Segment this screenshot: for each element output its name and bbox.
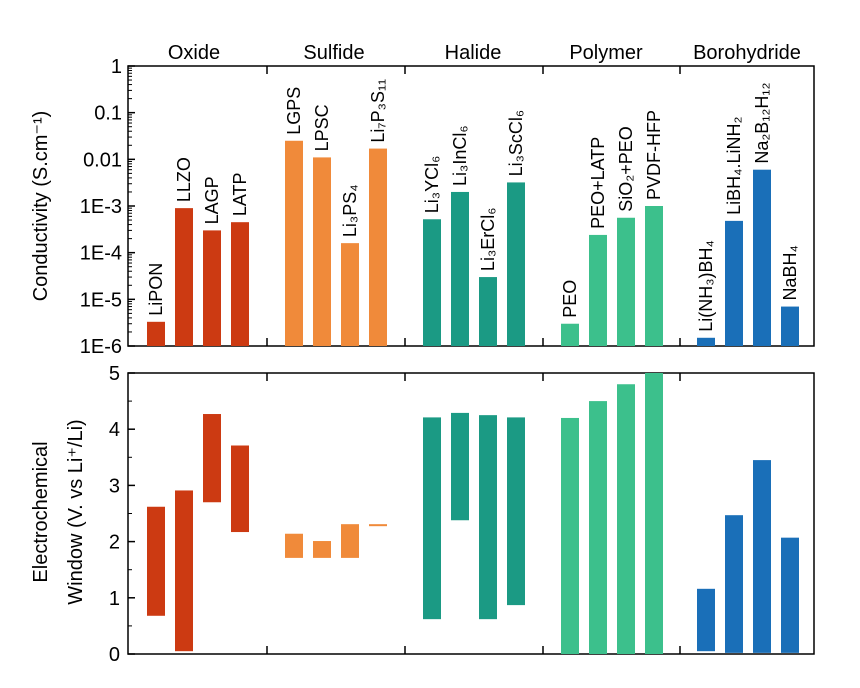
conductivity-bar [147, 321, 165, 346]
conductivity-bar-label: SiO₂+PEO [616, 126, 636, 212]
svg-text:Electrochemical: Electrochemical [30, 441, 52, 582]
group-label-sulfide: Sulfide [303, 42, 364, 64]
conductivity-bar-label: LATP [230, 172, 250, 216]
window-bar [313, 541, 331, 558]
top-y-tick-label: 0.01 [83, 149, 122, 171]
group-label-halide: Halide [445, 42, 502, 64]
conductivity-bar-label: Li₃ScCl₆ [506, 110, 526, 177]
conductivity-bar [645, 206, 663, 346]
window-bar [175, 490, 193, 652]
window-bar [589, 401, 607, 654]
conductivity-bar [507, 182, 525, 346]
group-label-polymer: Polymer [569, 42, 643, 64]
top-y-tick-label: 0.1 [94, 103, 122, 125]
conductivity-bar-label: Li(NH₃)BH₄ [696, 240, 716, 332]
conductivity-bar-label: Li₃ErCl₆ [478, 207, 498, 271]
conductivity-bar [589, 234, 607, 346]
window-bar [479, 415, 497, 620]
conductivity-bar [313, 157, 331, 346]
chart-marks: 1E-6 1E-5 1E-4 1E-3 0.01 0.1 1 0 1 2 3 4 5 LiPON LLZO L… [80, 56, 800, 666]
conductivity-bar [617, 217, 635, 346]
conductivity-bar [203, 230, 221, 346]
bottom-y-tick-label: 2 [109, 532, 120, 554]
window-bar [203, 414, 221, 503]
conductivity-bar-label: LiBH₄.LiNH₂ [724, 117, 744, 215]
conductivity-bar [781, 306, 799, 346]
bottom-y-tick-label: 1 [109, 588, 120, 610]
top-y-tick-label: 1E-5 [80, 289, 122, 311]
conductivity-bar [231, 222, 249, 346]
conductivity-bar [451, 191, 469, 346]
top-y-tick-label: 1E-3 [80, 196, 122, 218]
window-bar [147, 506, 165, 616]
svg-text:Window (V. vs Li⁺/Li): Window (V. vs Li⁺/Li) [65, 419, 87, 604]
conductivity-bar [175, 208, 193, 346]
bottom-y-tick-label: 5 [109, 363, 120, 385]
window-bar [645, 373, 663, 654]
conductivity-bar [561, 323, 579, 346]
window-bar [369, 524, 387, 527]
top-y-axis-title: Conductivity (S.cm⁻¹) [30, 111, 52, 302]
conductivity-bar-label: Li₃YCl₆ [422, 156, 442, 214]
conductivity-bar-label: LLZO [174, 157, 194, 202]
window-bar [507, 417, 525, 606]
conductivity-bar-label: Li₇P₃S₁₁ [368, 79, 388, 143]
conductivity-bar-label: PEO [560, 280, 580, 318]
conductivity-bar [285, 140, 303, 346]
window-bar [697, 588, 715, 652]
conductivity-bar-label: Na₂B₁₂H₁₂ [752, 83, 772, 164]
window-bar [725, 515, 743, 653]
conductivity-bar [423, 219, 441, 346]
conductivity-bar [697, 337, 715, 346]
window-bar [231, 445, 249, 533]
group-label-oxide: Oxide [168, 42, 220, 64]
window-bar [781, 537, 799, 653]
conductivity-bar [369, 148, 387, 346]
conductivity-bar-label: Li₃PS₄ [340, 184, 360, 237]
window-bar [617, 384, 635, 654]
conductivity-bar [725, 220, 743, 346]
bottom-y-axis-title: Electrochemical Window (V. vs Li⁺/Li) [30, 419, 87, 604]
window-bar [423, 417, 441, 620]
conductivity-bar [753, 169, 771, 346]
window-bar [285, 533, 303, 558]
window-bar [451, 412, 469, 521]
bottom-y-tick-label: 3 [109, 475, 120, 497]
conductivity-bar-label: PVDF-HFP [644, 110, 664, 200]
bottom-y-tick-label: 0 [109, 644, 120, 666]
conductivity-bar-label: PEO+LATP [588, 137, 608, 229]
top-y-tick-label: 1 [111, 56, 122, 78]
conductivity-bar [341, 243, 359, 346]
window-bar [561, 417, 579, 654]
conductivity-bar-label: LPSC [312, 104, 332, 151]
top-y-tick-label: 1E-4 [80, 243, 122, 265]
conductivity-bar-label: LiPON [146, 263, 166, 316]
conductivity-bar-label: LGPS [284, 87, 304, 135]
conductivity-bar [479, 277, 497, 346]
bottom-y-tick-label: 4 [109, 419, 120, 441]
top-y-tick-label: 1E-6 [80, 336, 122, 358]
group-label-borohydride: Borohydride [693, 42, 801, 64]
window-bar [341, 524, 359, 558]
window-bar [753, 460, 771, 653]
conductivity-bar-label: LAGP [202, 176, 222, 224]
conductivity-bar-label: NaBH₄ [780, 245, 800, 300]
conductivity-bar-label: Li₃InCl₆ [450, 125, 470, 186]
